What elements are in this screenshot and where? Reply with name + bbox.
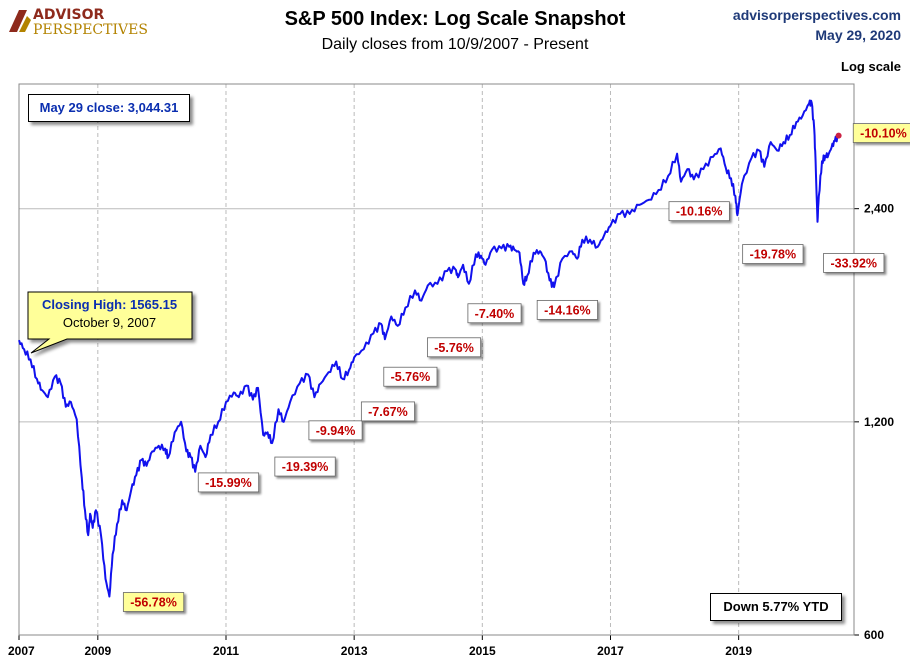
ytd-box: Down 5.77% YTD <box>710 593 842 621</box>
annotation-box <box>308 420 363 441</box>
x-tick-label: 2019 <box>725 644 752 658</box>
closing-high-callout: Closing High: 1565.15 October 9, 2007 <box>27 291 199 366</box>
annotation-label: -7.40% <box>475 307 515 321</box>
annotation-box <box>122 592 185 612</box>
annotation-label: -33.92% <box>830 256 877 270</box>
annotation-label: -10.10% <box>860 127 907 141</box>
callout-bubble <box>27 291 193 354</box>
annotation-label: -56.78% <box>130 596 177 610</box>
x-tick-label: 2009 <box>84 644 111 658</box>
annotation-label: -14.16% <box>544 303 591 317</box>
annotation-box <box>852 123 910 143</box>
scale-label: Log scale <box>841 59 901 74</box>
annotation-label: -5.76% <box>391 370 431 384</box>
logo-line1: ADVISOR <box>33 7 105 23</box>
annotation-box <box>274 456 336 477</box>
callout-line2: October 9, 2007 <box>62 315 157 330</box>
x-tick-label: 2011 <box>213 644 239 658</box>
logo-line2: PERSPECTIVES <box>33 22 148 38</box>
plot-border <box>18 83 855 636</box>
x-tick-label: 2015 <box>469 644 496 658</box>
annotation-box <box>427 337 482 358</box>
annotation-box <box>536 299 598 320</box>
logo: ADVISOR PERSPECTIVES <box>9 6 148 38</box>
close-value-box: May 29 close: 3,044.31 <box>28 94 190 122</box>
x-tick-label: 2013 <box>341 644 368 658</box>
annotation-box <box>383 366 438 387</box>
callout-line1: Closing High: 1565.15 <box>41 297 178 312</box>
site-url: advisorperspectives.com <box>732 7 901 23</box>
annotation-box <box>823 253 885 273</box>
y-tick-label: 600 <box>864 628 884 642</box>
logo-chevron-icon <box>9 10 31 32</box>
annotation-label: -5.76% <box>434 341 474 355</box>
x-tick-label: 2007 <box>8 644 35 658</box>
annotation-label: -10.16% <box>676 205 723 219</box>
annotation-label: -19.78% <box>750 248 797 262</box>
annotation-box <box>197 472 260 493</box>
chart-subtitle: Daily closes from 10/9/2007 - Present <box>321 36 589 53</box>
y-tick-label: 2,400 <box>864 202 894 216</box>
series-line-0 <box>18 99 840 598</box>
annotation-label: -7.67% <box>368 405 408 419</box>
annotation-box <box>360 401 415 422</box>
annotation-box <box>668 201 730 222</box>
report-date: May 29, 2020 <box>815 27 901 43</box>
annotation-box <box>467 303 522 324</box>
annotation-label: -9.94% <box>316 424 356 438</box>
chart-title: S&P 500 Index: Log Scale Snapshot <box>284 8 626 30</box>
y-tick-label: 1,200 <box>864 415 894 429</box>
annotation-label: -19.39% <box>282 460 329 474</box>
annotation-label: -15.99% <box>205 476 252 490</box>
endpoint-marker <box>835 132 842 139</box>
x-tick-label: 2017 <box>597 644 624 658</box>
annotation-box <box>742 244 804 264</box>
